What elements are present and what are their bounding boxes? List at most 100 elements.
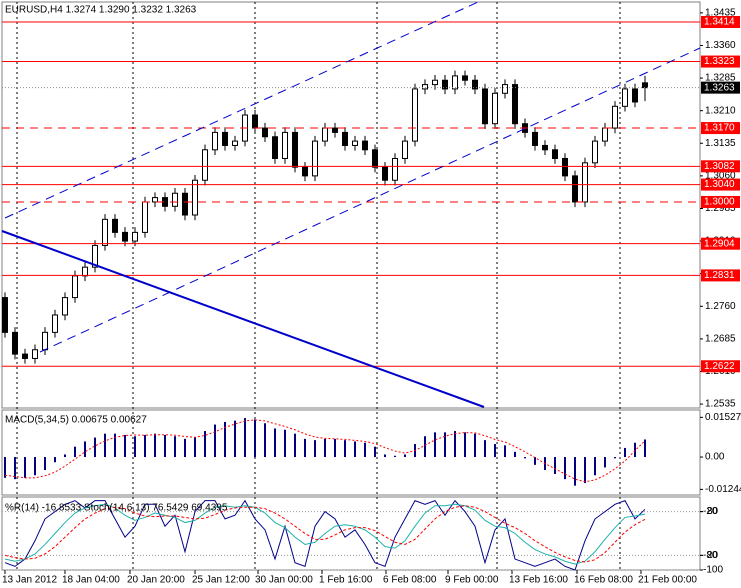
candle-body xyxy=(452,75,458,90)
macd-bar xyxy=(324,438,326,458)
level-label: 1.3000 xyxy=(704,197,735,208)
candle-body xyxy=(642,82,648,89)
candle-body xyxy=(142,201,148,233)
channel-upper xyxy=(4,1,479,219)
x-tick-label: 20 Jan 20:00 xyxy=(127,575,185,586)
candle-body xyxy=(332,127,338,133)
macd-bar xyxy=(464,432,466,458)
main-layer: 13 Jan 2012 18 Jan 04:00 20 Jan 20:00 25 Ja… xyxy=(2,8,741,586)
y-tick-label: -20 xyxy=(703,506,718,517)
candle-body xyxy=(272,136,278,159)
candle-body xyxy=(572,175,578,203)
candle-body xyxy=(412,88,418,142)
channel-lower xyxy=(39,47,701,353)
candle-body xyxy=(482,88,488,125)
candle-body xyxy=(102,218,108,246)
trend-line xyxy=(1,230,485,408)
signal-line xyxy=(4,419,646,483)
macd-bar xyxy=(34,457,36,476)
candle-body xyxy=(92,244,98,268)
candle-body xyxy=(42,331,48,351)
macd-bar xyxy=(124,434,126,458)
macd-bar xyxy=(174,436,176,458)
candle-body xyxy=(492,92,498,125)
y-tick-label: 1.2760 xyxy=(705,301,736,312)
macd-bar xyxy=(214,424,216,458)
candle-body xyxy=(52,314,58,333)
macd-bar xyxy=(374,446,376,458)
macd-bar xyxy=(114,433,116,458)
macd-bar xyxy=(484,440,486,458)
x-tick-label: 25 Jan 12:00 xyxy=(192,575,250,586)
candle-body xyxy=(112,218,118,233)
candle-body xyxy=(372,149,378,168)
macd-bar xyxy=(144,434,146,458)
candle-body xyxy=(632,88,638,103)
macd-bar xyxy=(534,457,536,465)
candle-body xyxy=(62,297,68,316)
candle-body xyxy=(182,192,188,216)
level-label-box xyxy=(701,195,740,208)
macd-bar xyxy=(304,438,306,458)
macd-bar xyxy=(94,437,96,458)
macd-bar xyxy=(624,447,626,458)
macd-bar xyxy=(474,433,476,458)
main-panel xyxy=(1,1,701,409)
macd-bar xyxy=(84,441,86,458)
macd-bar xyxy=(14,457,16,480)
level-label-box xyxy=(701,360,740,373)
candle-body xyxy=(72,275,78,299)
level-label-box xyxy=(701,269,740,282)
candle-body xyxy=(472,79,478,90)
candle-body xyxy=(392,157,398,181)
macd-bar xyxy=(334,438,336,458)
candle-body xyxy=(82,266,88,277)
candle-body xyxy=(172,192,178,207)
x-tick-label: 6 Feb 08:00 xyxy=(383,575,437,586)
macd-bar xyxy=(204,431,206,458)
macd-bar xyxy=(524,457,526,459)
candle-body xyxy=(502,84,508,94)
macd-bar xyxy=(264,423,266,458)
macd-bar xyxy=(284,429,286,458)
y-tick-label: 1.2985 xyxy=(705,203,736,214)
y-tick-label: 1.3135 xyxy=(705,138,736,149)
last-price-label: 1.3263 xyxy=(704,82,735,93)
x-tick-label: 30 Jan 00:00 xyxy=(255,575,313,586)
macd-bar xyxy=(194,437,196,458)
y-tick-label: -0.01244 xyxy=(705,484,741,495)
candle-body xyxy=(202,149,208,181)
macd-bar xyxy=(244,418,246,458)
candle-body xyxy=(312,140,318,177)
y-tick-label: 1.3285 xyxy=(705,73,736,84)
candle-body xyxy=(192,179,198,216)
y-tick-label: 1.3435 xyxy=(705,8,736,19)
candle-body xyxy=(2,297,8,333)
macd-bar xyxy=(384,454,386,458)
candle-body xyxy=(562,157,568,177)
level-label: 1.3323 xyxy=(704,56,735,67)
macd-bar xyxy=(154,433,156,458)
macd-bar xyxy=(514,451,516,458)
macd-bar xyxy=(44,457,46,471)
candle-body xyxy=(512,84,518,125)
x-tick-label: 21 Feb 00:00 xyxy=(638,575,697,586)
macd-bar xyxy=(74,446,76,458)
level-label-box xyxy=(701,178,740,191)
x-tick-label: 16 Feb 08:00 xyxy=(574,575,633,586)
y-tick-label: 1.3060 xyxy=(705,171,736,182)
level-label-box xyxy=(701,160,740,173)
macd-bar xyxy=(314,440,316,458)
x-tick-label: 1 Feb 16:00 xyxy=(319,575,373,586)
oscillator-line xyxy=(4,503,646,565)
macd-panel xyxy=(1,409,701,496)
macd-bar xyxy=(184,438,186,458)
macd-bar xyxy=(604,457,606,468)
y-tick-label: -100 xyxy=(703,565,723,576)
macd-bar xyxy=(634,442,636,458)
macd-bar xyxy=(564,457,566,480)
candle-body xyxy=(222,131,228,146)
level-label: 1.2904 xyxy=(704,238,735,249)
candle-body xyxy=(592,140,598,164)
